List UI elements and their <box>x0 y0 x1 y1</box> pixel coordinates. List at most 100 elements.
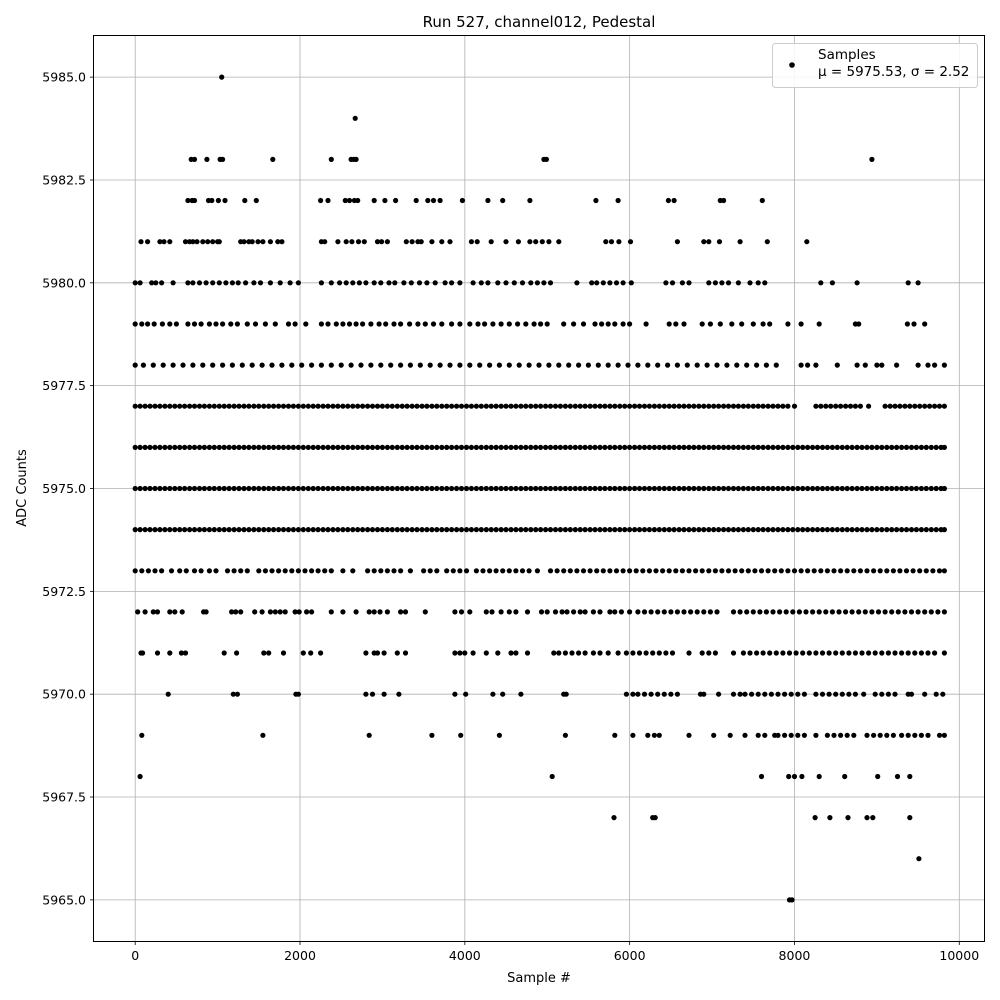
data-point <box>378 362 384 368</box>
data-point <box>300 444 306 450</box>
data-point <box>597 527 603 533</box>
data-point <box>838 732 844 738</box>
data-point <box>318 197 324 204</box>
data-point <box>547 280 554 286</box>
data-point <box>374 239 381 245</box>
data-point <box>172 444 178 450</box>
data-point <box>379 239 385 245</box>
data-point <box>843 609 849 615</box>
data-point <box>191 403 198 409</box>
data-point <box>139 732 145 738</box>
data-point <box>854 362 860 368</box>
data-point <box>607 444 613 450</box>
data-point <box>725 280 732 286</box>
data-point <box>432 280 438 286</box>
data-point <box>543 403 549 409</box>
data-point <box>871 568 877 574</box>
data-point <box>884 527 890 533</box>
data-point <box>132 444 138 450</box>
data-point <box>803 609 809 615</box>
data-point <box>167 444 173 450</box>
data-point <box>398 321 404 327</box>
data-point <box>179 609 185 615</box>
data-point <box>635 609 641 615</box>
data-point <box>719 280 725 286</box>
y-tick-label: 5975.0 <box>42 481 86 496</box>
data-point <box>740 485 747 492</box>
data-point <box>899 732 905 738</box>
data-point <box>940 691 946 697</box>
data-point <box>178 650 184 656</box>
data-point <box>280 444 287 450</box>
data-point <box>859 527 865 533</box>
data-point <box>452 650 458 656</box>
data-point <box>775 403 781 409</box>
data-point <box>607 609 613 615</box>
data-point <box>747 280 753 286</box>
data-point <box>717 321 723 327</box>
data-point <box>360 403 366 409</box>
data-point <box>763 609 770 615</box>
data-point <box>261 650 267 656</box>
data-point <box>552 485 559 492</box>
data-point <box>894 485 900 492</box>
data-point <box>295 485 301 492</box>
data-point <box>439 321 445 327</box>
data-point <box>503 280 509 286</box>
data-point <box>246 485 252 492</box>
data-point <box>280 527 287 533</box>
data-point <box>340 485 346 492</box>
data-point <box>236 527 242 533</box>
data-point <box>615 362 621 368</box>
data-point <box>716 485 722 492</box>
data-point <box>330 403 336 409</box>
data-point <box>538 321 544 327</box>
data-point <box>457 280 463 286</box>
data-point <box>483 650 489 656</box>
data-point <box>605 362 611 368</box>
data-point <box>457 568 463 574</box>
data-point <box>607 280 613 286</box>
data-point <box>503 239 509 245</box>
data-point <box>661 485 667 492</box>
data-point <box>839 444 845 450</box>
data-point <box>261 403 267 409</box>
data-point <box>652 815 658 821</box>
data-point <box>201 444 207 450</box>
data-point <box>546 362 552 368</box>
data-point <box>745 568 751 574</box>
data-point <box>234 321 240 327</box>
data-point <box>518 444 524 450</box>
data-point <box>760 527 766 533</box>
data-point <box>198 321 204 327</box>
data-point <box>172 527 178 533</box>
data-point <box>154 609 161 615</box>
data-point <box>775 485 781 492</box>
data-point <box>322 239 328 245</box>
data-point <box>699 650 705 656</box>
data-point <box>172 609 178 615</box>
data-point <box>467 321 473 327</box>
data-point <box>602 527 608 533</box>
data-point <box>346 197 353 204</box>
data-point <box>755 280 761 286</box>
data-point <box>498 444 504 450</box>
data-point <box>788 691 794 697</box>
data-point <box>490 321 496 327</box>
data-point <box>913 527 920 533</box>
data-point <box>894 773 901 780</box>
data-point <box>369 691 376 697</box>
data-point <box>276 403 282 409</box>
data-point <box>369 444 376 450</box>
data-point <box>740 650 747 656</box>
data-point <box>226 403 232 409</box>
data-point <box>869 527 875 533</box>
data-point <box>829 444 836 450</box>
data-point <box>251 444 257 450</box>
data-point <box>330 485 336 492</box>
data-point <box>660 568 666 574</box>
data-point <box>187 485 193 492</box>
data-point <box>627 239 634 245</box>
data-point <box>845 815 851 821</box>
data-point <box>589 280 595 286</box>
